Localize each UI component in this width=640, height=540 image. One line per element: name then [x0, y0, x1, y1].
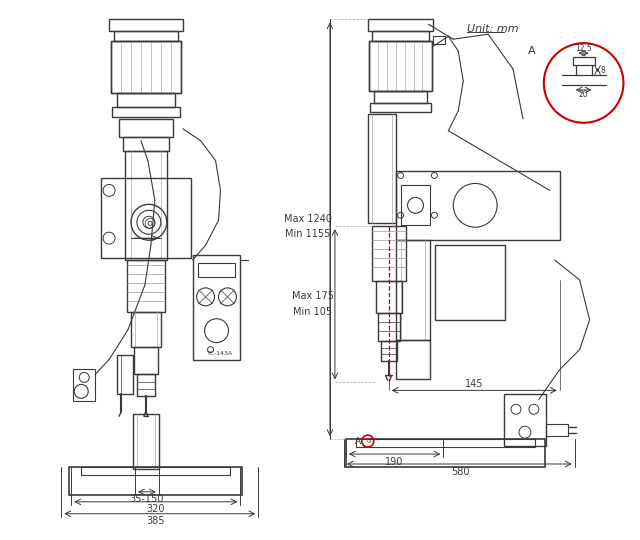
Text: ↺: ↺	[365, 438, 371, 444]
Text: 12.5: 12.5	[575, 44, 592, 52]
Text: Min 105: Min 105	[294, 307, 333, 318]
Bar	[198, 263, 236, 277]
Bar	[374, 91, 428, 103]
Bar	[396, 240, 431, 340]
Text: TC-143A: TC-143A	[207, 351, 234, 356]
Bar	[378, 313, 399, 341]
Bar	[369, 41, 433, 91]
Bar	[119, 119, 173, 137]
Bar	[433, 36, 445, 44]
Bar	[381, 341, 397, 361]
Bar	[356, 439, 535, 447]
Bar	[370, 103, 431, 112]
Bar	[131, 312, 161, 347]
Text: 145: 145	[465, 380, 483, 389]
Text: Unit: mm: Unit: mm	[467, 24, 519, 34]
Bar	[137, 374, 155, 396]
Bar	[73, 369, 95, 401]
Bar	[368, 19, 433, 31]
Bar	[109, 19, 182, 31]
Bar	[368, 114, 396, 223]
Bar	[117, 355, 133, 394]
Text: 190: 190	[385, 457, 404, 467]
Text: 20: 20	[579, 90, 588, 99]
Bar	[401, 185, 431, 225]
Bar	[193, 255, 241, 360]
Text: Max 1240: Max 1240	[284, 214, 332, 224]
Bar	[111, 41, 180, 93]
Bar	[396, 340, 431, 380]
Text: 580: 580	[451, 467, 470, 477]
Text: ◎: ◎	[143, 215, 155, 230]
Bar	[346, 439, 545, 467]
Bar	[435, 245, 505, 320]
Text: 320: 320	[147, 504, 165, 514]
Bar	[372, 31, 429, 41]
Bar	[376, 281, 401, 313]
Text: Min 1155: Min 1155	[285, 229, 331, 239]
Bar	[81, 467, 230, 475]
Text: A: A	[355, 437, 361, 445]
Text: 35-150: 35-150	[130, 494, 164, 504]
Bar	[396, 171, 560, 240]
Bar	[101, 179, 191, 258]
Bar	[134, 347, 158, 374]
Bar	[372, 226, 406, 281]
Bar	[504, 394, 546, 446]
Bar	[125, 151, 167, 260]
Bar	[369, 41, 433, 91]
Bar	[111, 41, 180, 93]
Text: Max 175: Max 175	[292, 292, 334, 301]
Bar	[127, 260, 165, 312]
Bar	[546, 424, 568, 436]
Bar	[69, 467, 243, 495]
Bar	[133, 414, 159, 469]
Text: 385: 385	[147, 516, 165, 526]
Text: A: A	[528, 46, 536, 56]
Bar	[117, 93, 175, 107]
Bar	[123, 137, 169, 151]
Bar	[112, 107, 180, 117]
Bar	[114, 31, 178, 41]
Text: 8: 8	[600, 65, 605, 75]
